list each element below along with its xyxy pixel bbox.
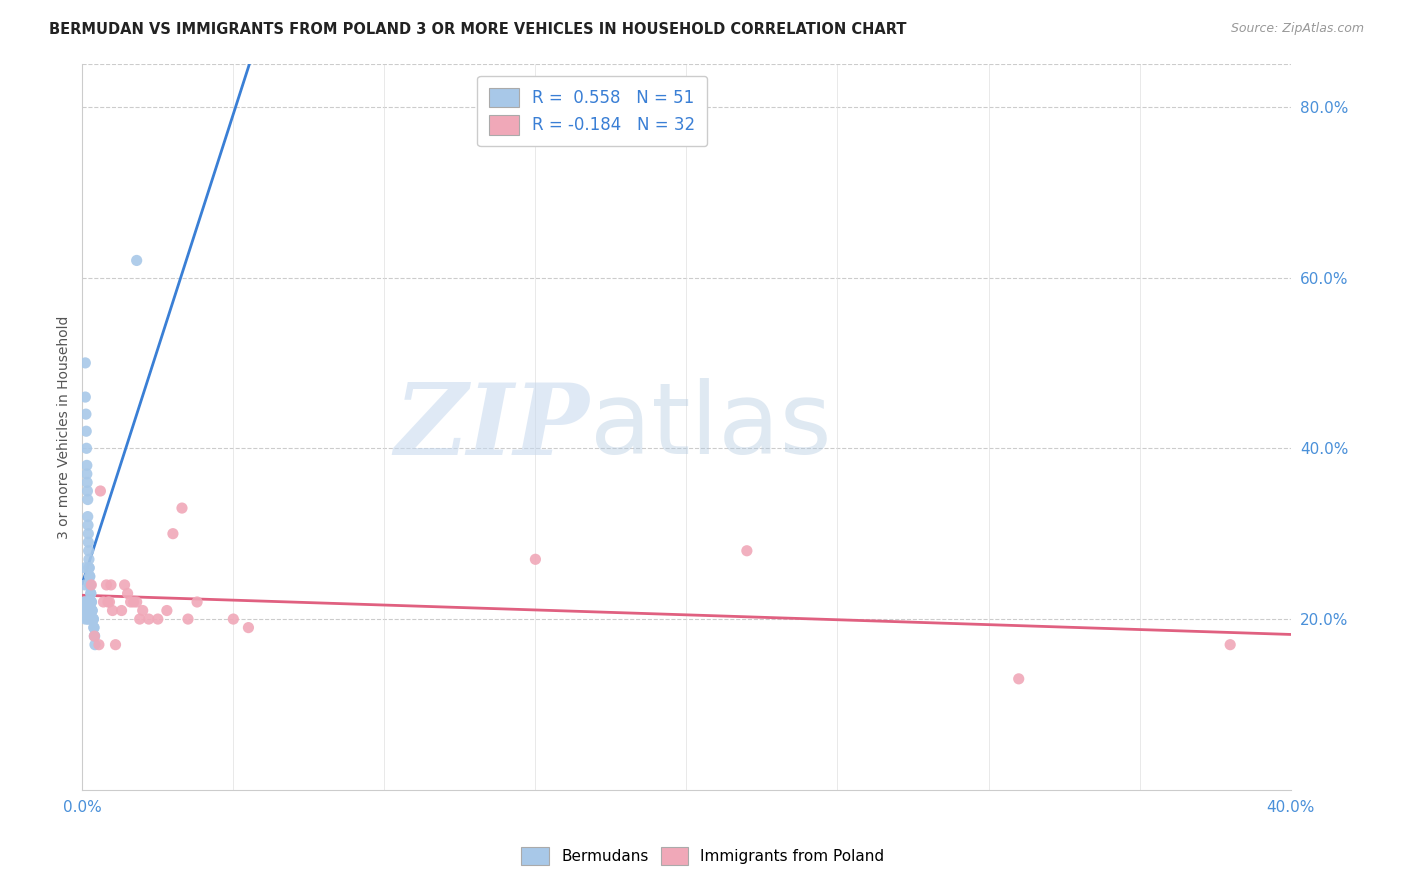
Legend: R =  0.558   N = 51, R = -0.184   N = 32: R = 0.558 N = 51, R = -0.184 N = 32 — [477, 76, 707, 146]
Point — [80, 578, 103, 592]
Point — [80, 595, 103, 609]
Point — [104, 638, 127, 652]
Point — [79, 569, 101, 583]
Point — [125, 253, 148, 268]
Point — [93, 595, 115, 609]
Point — [80, 595, 103, 609]
Point — [83, 629, 105, 643]
Point — [77, 543, 100, 558]
Point — [75, 356, 97, 370]
Point — [524, 552, 547, 566]
Point — [131, 603, 153, 617]
Point — [75, 390, 97, 404]
Point — [186, 595, 208, 609]
Point — [82, 612, 104, 626]
Point — [82, 612, 104, 626]
Point — [76, 475, 98, 490]
Text: atlas: atlas — [589, 378, 831, 475]
Point — [122, 595, 145, 609]
Point — [82, 612, 104, 626]
Point — [79, 578, 101, 592]
Point — [114, 578, 136, 592]
Point — [77, 612, 100, 626]
Point — [79, 578, 101, 592]
Point — [83, 621, 105, 635]
Point — [82, 603, 104, 617]
Point — [101, 603, 124, 617]
Point — [1008, 672, 1031, 686]
Y-axis label: 3 or more Vehicles in Household: 3 or more Vehicles in Household — [58, 315, 72, 539]
Point — [73, 578, 96, 592]
Point — [76, 603, 98, 617]
Point — [117, 586, 139, 600]
Point — [76, 458, 98, 473]
Point — [79, 569, 101, 583]
Point — [73, 595, 96, 609]
Point — [156, 603, 179, 617]
Point — [1219, 638, 1241, 652]
Point — [76, 483, 98, 498]
Point — [75, 603, 97, 617]
Point — [84, 638, 107, 652]
Point — [79, 578, 101, 592]
Point — [97, 595, 120, 609]
Point — [80, 603, 103, 617]
Point — [120, 595, 142, 609]
Legend: Bermudans, Immigrants from Poland: Bermudans, Immigrants from Poland — [516, 841, 890, 871]
Text: BERMUDAN VS IMMIGRANTS FROM POLAND 3 OR MORE VEHICLES IN HOUSEHOLD CORRELATION C: BERMUDAN VS IMMIGRANTS FROM POLAND 3 OR … — [49, 22, 907, 37]
Point — [146, 612, 169, 626]
Point — [222, 612, 245, 626]
Point — [75, 407, 97, 421]
Point — [75, 424, 97, 438]
Text: ZIP: ZIP — [395, 379, 589, 475]
Point — [77, 561, 100, 575]
Point — [735, 543, 758, 558]
Point — [80, 603, 103, 617]
Point — [125, 595, 148, 609]
Point — [128, 612, 150, 626]
Point — [238, 621, 260, 635]
Point — [75, 612, 97, 626]
Text: Source: ZipAtlas.com: Source: ZipAtlas.com — [1230, 22, 1364, 36]
Point — [100, 578, 122, 592]
Point — [76, 603, 98, 617]
Point — [89, 483, 111, 498]
Point — [162, 526, 184, 541]
Point — [177, 612, 200, 626]
Point — [80, 586, 103, 600]
Point — [76, 467, 98, 481]
Point — [98, 595, 121, 609]
Point — [77, 552, 100, 566]
Point — [82, 612, 104, 626]
Point — [138, 612, 160, 626]
Point — [75, 595, 97, 609]
Point — [77, 518, 100, 533]
Point — [80, 586, 103, 600]
Point — [73, 561, 96, 575]
Point — [110, 603, 132, 617]
Point — [76, 509, 98, 524]
Point — [83, 629, 105, 643]
Point — [96, 578, 118, 592]
Point — [77, 535, 100, 549]
Point — [83, 621, 105, 635]
Point — [76, 442, 98, 456]
Point — [83, 629, 105, 643]
Point — [77, 561, 100, 575]
Point — [76, 492, 98, 507]
Point — [80, 595, 103, 609]
Point — [87, 638, 110, 652]
Point — [77, 526, 100, 541]
Point — [170, 501, 193, 516]
Point — [76, 612, 98, 626]
